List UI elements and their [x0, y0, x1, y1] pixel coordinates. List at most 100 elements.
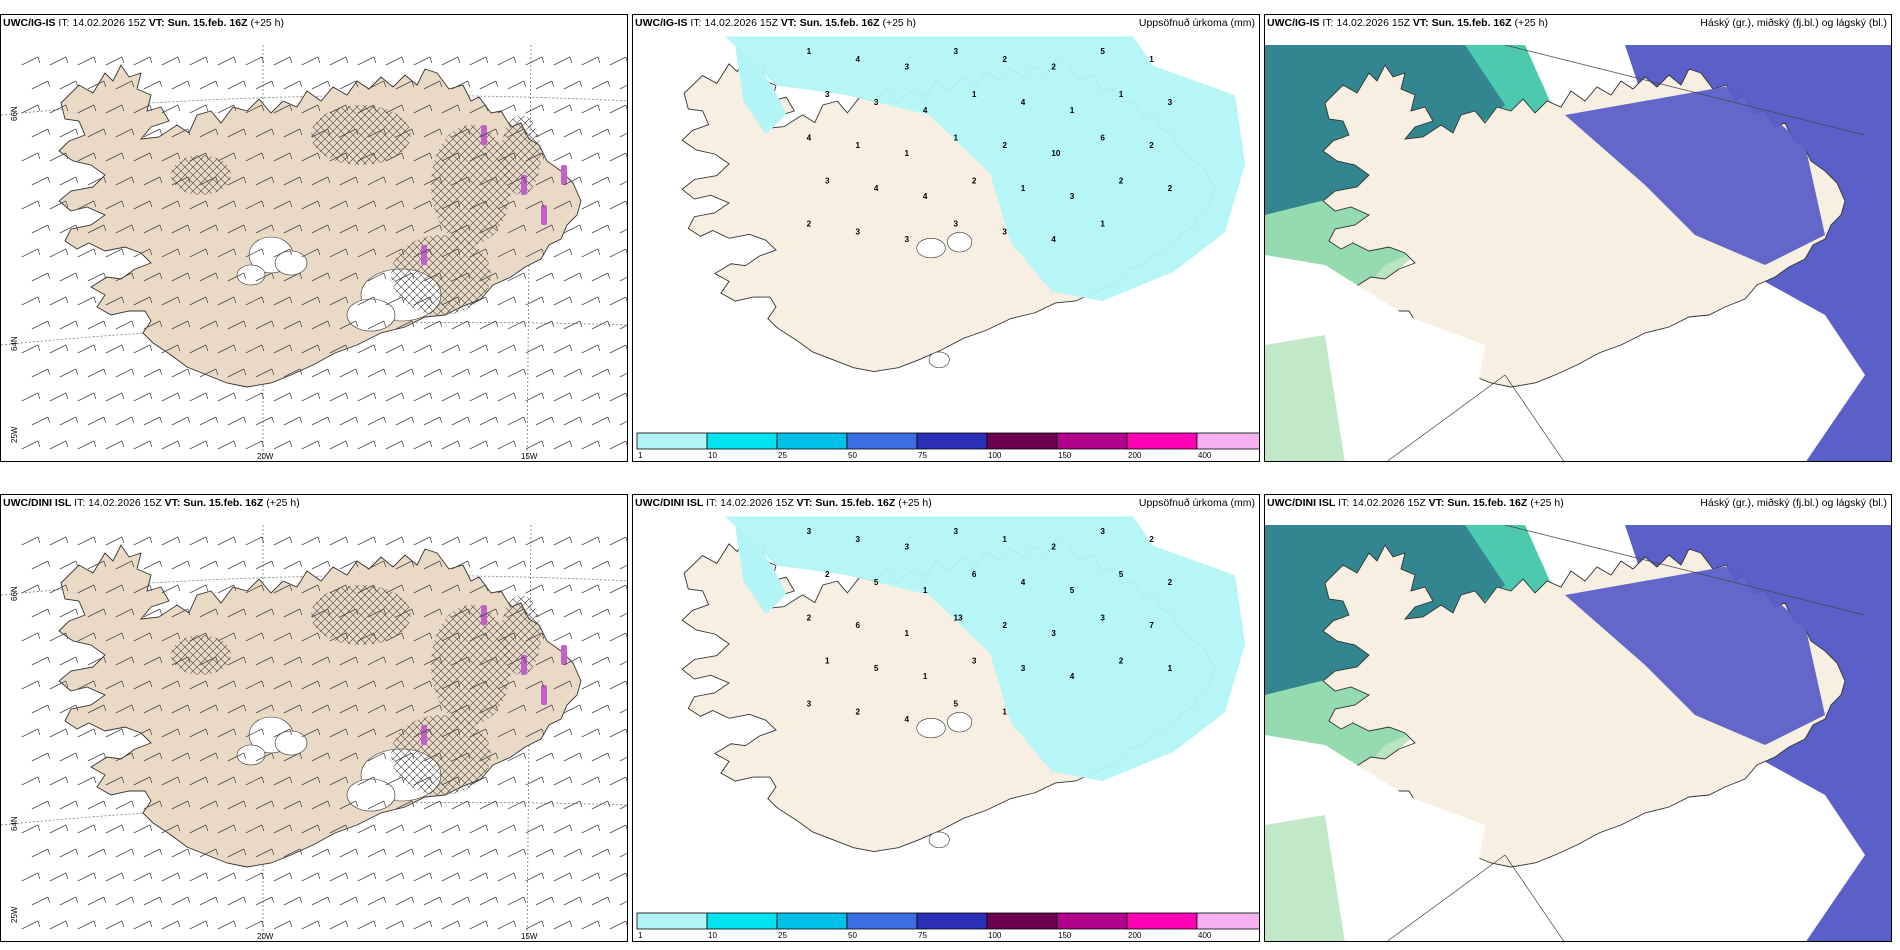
wind-barb	[619, 277, 627, 282]
glacier	[274, 250, 308, 276]
wind-barb	[49, 536, 69, 546]
wind-barb	[479, 608, 499, 618]
precip-value-label: 2	[1002, 621, 1007, 630]
wind-barb	[563, 800, 583, 810]
glacier	[236, 744, 266, 766]
wind-barb	[115, 896, 135, 906]
wind-barb	[301, 56, 321, 66]
wind-barb	[245, 56, 265, 66]
wind-barb	[469, 872, 489, 882]
wind-barb	[591, 896, 611, 906]
wind-barb	[525, 344, 545, 354]
wind-barb	[469, 680, 489, 690]
wind-barb	[31, 800, 51, 810]
legend-swatch	[776, 432, 848, 450]
wind-barb	[49, 776, 69, 786]
precip-value-label: 3	[1051, 629, 1056, 638]
wind-barb	[469, 104, 489, 114]
wind-barb	[367, 752, 387, 762]
wind-barb	[143, 848, 163, 858]
precip-value-label: 2	[807, 613, 812, 622]
legend-tick-label: 25	[778, 931, 787, 940]
wind-barb	[609, 728, 627, 738]
wind-barb	[339, 560, 359, 570]
legend-swatch	[706, 912, 778, 930]
wind-barb	[245, 344, 265, 354]
wind-barb	[581, 296, 601, 306]
wind-barb	[395, 608, 415, 618]
wind-barb	[189, 824, 209, 834]
lon-axis-label: 20W	[257, 452, 274, 461]
precip-value-label: 2	[1002, 141, 1007, 150]
wind-barb	[395, 128, 415, 138]
wind-panel-top: UWC/IG-IS IT: 14.02.2026 15Z VT: Sun. 15…	[0, 14, 628, 462]
wind-barb	[77, 680, 97, 690]
wind-barb	[255, 272, 275, 282]
wind-barb	[161, 440, 181, 450]
wind-barb	[609, 632, 627, 642]
wind-barb	[227, 176, 247, 186]
precip-value-label: 1	[1149, 55, 1154, 64]
wind-barb	[563, 320, 583, 330]
low-cloud-area	[1265, 335, 1345, 461]
wind-barb	[49, 584, 69, 594]
wind-barb	[479, 128, 499, 138]
precip-hatch-area	[311, 585, 411, 645]
wind-barb	[245, 392, 265, 402]
wind-barb	[59, 176, 79, 186]
wind-barb	[469, 728, 489, 738]
wind-barb	[609, 440, 627, 450]
wind-barb	[339, 176, 359, 186]
wind-barb	[311, 272, 331, 282]
wind-barb	[339, 368, 359, 378]
wind-barb	[311, 704, 331, 714]
wind-barb	[413, 776, 433, 786]
wind-barb	[115, 368, 135, 378]
wind-barb	[143, 800, 163, 810]
wind-barb	[77, 344, 97, 354]
lon-axis-label: 15W	[521, 452, 538, 461]
wind-barb	[581, 680, 601, 690]
wind-barb	[217, 776, 237, 786]
wind-barb	[133, 632, 153, 642]
wind-barb	[283, 80, 303, 90]
wind-barb	[525, 776, 545, 786]
precip-value-label: 1	[905, 629, 910, 638]
wind-barb	[87, 656, 107, 666]
wind-barb	[423, 704, 443, 714]
wind-barb	[87, 704, 107, 714]
wind-barb	[395, 752, 415, 762]
wind-barb	[441, 248, 461, 258]
wind-barb	[525, 248, 545, 258]
wind-barb	[133, 200, 153, 210]
precip-value-label: 4	[1021, 578, 1026, 587]
heavy-precip-spot	[561, 165, 567, 185]
wind-barb	[563, 224, 583, 234]
wind-barb	[77, 248, 97, 258]
wind-barb	[283, 320, 303, 330]
high-cloud-over-land	[1565, 565, 1825, 745]
legend-swatch	[636, 912, 708, 930]
wind-barb	[31, 560, 51, 570]
wind-barb	[105, 776, 125, 786]
wind-barb	[105, 392, 125, 402]
precip-value-label: 2	[1002, 55, 1007, 64]
wind-barb	[553, 392, 573, 402]
wind-barb	[311, 224, 331, 234]
wind-barb	[161, 920, 181, 930]
wind-barb	[31, 416, 51, 426]
precip-value-label: 1	[1100, 220, 1105, 229]
legend-tick-label: 10	[708, 931, 717, 940]
wind-barb	[395, 368, 415, 378]
precip-value-label: 4	[807, 133, 812, 142]
wind-barb	[87, 848, 107, 858]
wind-barb	[255, 752, 275, 762]
wind-barb	[525, 824, 545, 834]
wind-barb	[441, 728, 461, 738]
wind-barb	[535, 752, 555, 762]
wind-barb	[283, 272, 303, 282]
precip-map-layer: 1 4 3 3 2 2 5 1 3 3 4 1 4 1 1 3 4 1 1 1 2 10 6 2 3 4 4 2 1 3 2 2 2 3 3 3 3 4 1	[681, 36, 1246, 373]
high-cloud-over-land	[1565, 85, 1825, 265]
glacier	[928, 351, 950, 368]
wind-barb	[227, 128, 247, 138]
